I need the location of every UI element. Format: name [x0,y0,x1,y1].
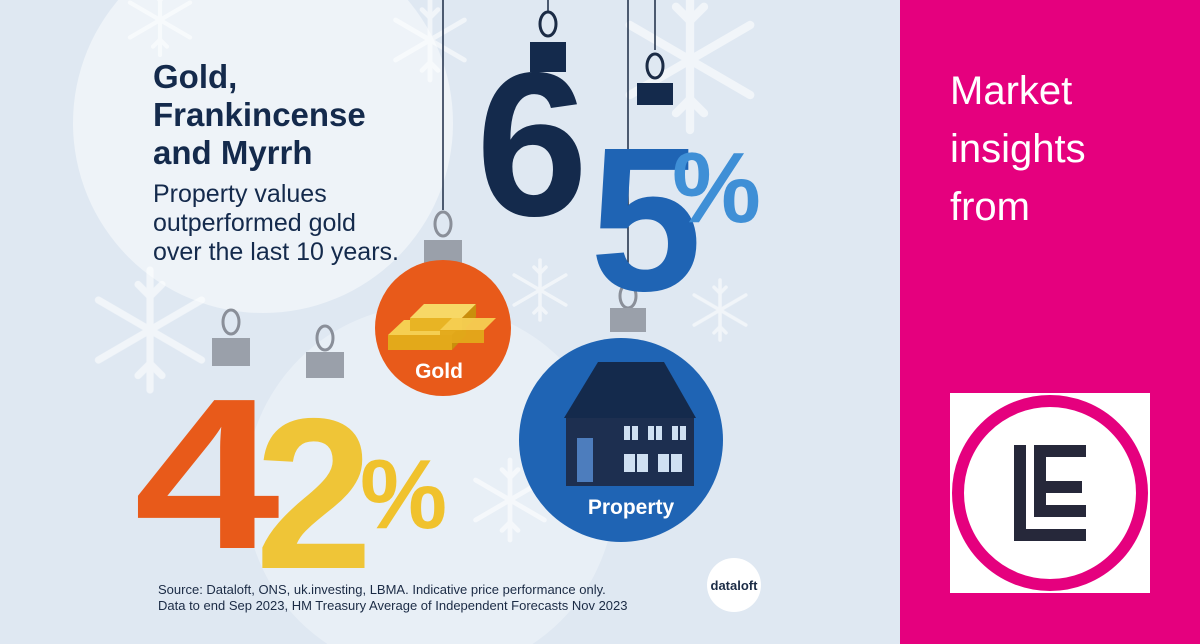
gold-label: Gold [415,360,463,383]
tagline-line: Market [950,69,1073,113]
infographic-panel: 6 5 % 4 2 % Gold [0,0,900,644]
subtitle-line: outperformed gold [153,209,356,237]
brand-panel: Market insights from [900,0,1200,644]
logo-le-icon [952,395,1148,591]
source-note: Source: Dataloft, ONS, uk.investing, LBM… [158,582,628,614]
title-line: Frankincense [153,96,366,133]
bg-circle-large [73,0,453,313]
source-line-1: Source: Dataloft, ONS, uk.investing, LBM… [158,582,606,597]
dataloft-badge: dataloft [707,558,761,612]
subtitle-line: over the last 10 years. [153,238,399,266]
headline-subtitle: Property values outperformed gold over t… [153,180,399,267]
headline-title: Gold, Frankincense and Myrrh [153,58,366,172]
dataloft-label: dataloft [711,578,759,593]
stat-42-percent: % [360,439,447,549]
title-line: and Myrrh [153,134,313,171]
tagline-line: from [950,185,1030,229]
gold-ornament: Gold [375,260,511,396]
house-icon [564,362,696,486]
tagline-line: insights [950,127,1086,171]
source-line-2: Data to end Sep 2023, HM Treasury Averag… [158,598,628,613]
stat-65-percent: % [672,132,761,244]
ornament-strings [442,0,656,285]
title-line: Gold, [153,58,238,95]
bg-circle-bottom [245,305,615,644]
stat-42-digit-4: 4 [134,353,280,594]
stat-42-digit-2: 2 [255,373,373,614]
stat-65-digit-5: 5 [590,105,702,334]
property-label: Property [588,496,675,519]
ornament-caps [212,10,673,378]
gold-bars-icon [388,304,496,350]
property-ornament: Property [519,338,723,542]
brand-tagline: Market insights from [950,62,1086,236]
infographic-art: 6 5 % 4 2 % Gold [73,0,761,644]
snowflake-icon [512,258,568,322]
stat-65-digit-6: 6 [476,30,588,259]
subtitle-line: Property values [153,180,327,208]
brand-logo[interactable] [950,393,1150,593]
